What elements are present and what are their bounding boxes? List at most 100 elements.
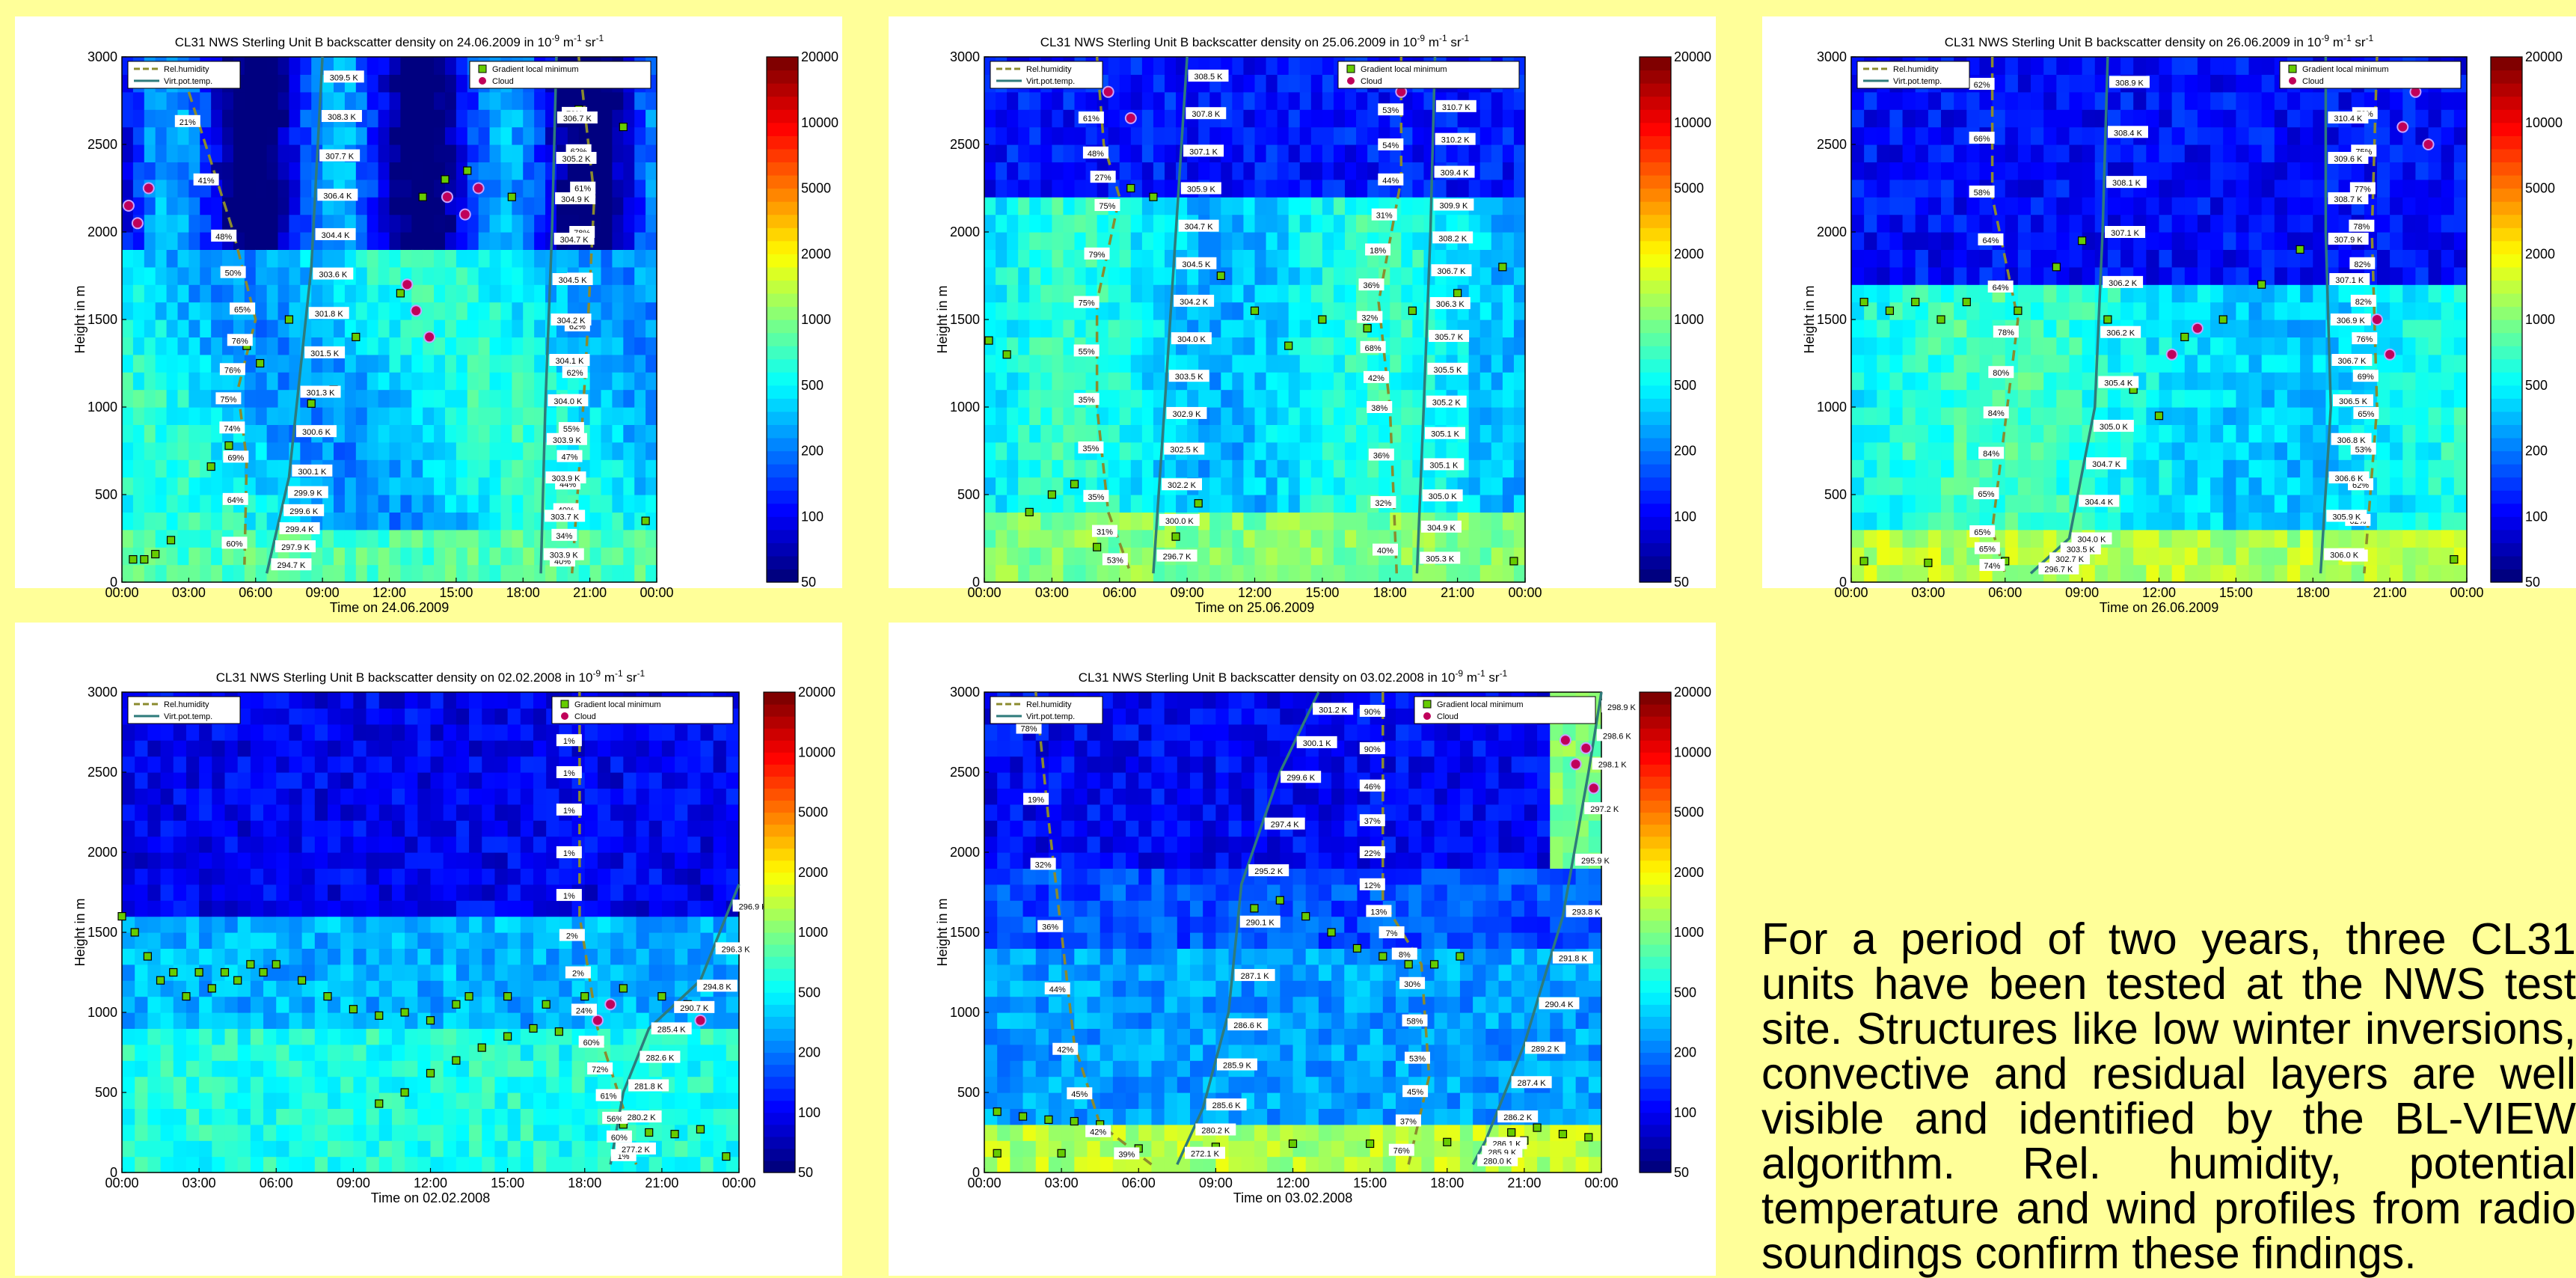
heatmap-cell bbox=[2069, 197, 2082, 215]
heatmap-cell bbox=[445, 284, 456, 302]
heatmap-cell bbox=[1266, 92, 1278, 110]
heatmap-cell bbox=[1412, 249, 1424, 267]
humidity-label: 62% bbox=[567, 369, 583, 378]
heatmap-cell bbox=[1108, 127, 1120, 145]
heatmap-cell bbox=[1903, 442, 1916, 460]
heatmap-cell bbox=[423, 249, 434, 267]
heatmap-cell bbox=[1503, 302, 1515, 320]
heatmap-cell bbox=[1480, 284, 1492, 302]
heatmap-cell bbox=[1469, 407, 1481, 425]
heatmap-cell bbox=[1278, 249, 1289, 267]
heatmap-cell bbox=[1029, 390, 1041, 408]
heatmap-cell bbox=[2043, 302, 2057, 320]
heatmap-cell bbox=[434, 477, 445, 495]
heatmap-cell bbox=[1232, 109, 1244, 127]
heatmap-cell bbox=[1928, 232, 1942, 250]
heatmap-cell bbox=[2056, 512, 2070, 530]
heatmap-cell bbox=[612, 565, 623, 583]
heatmap-cell bbox=[390, 530, 401, 548]
humidity-label: 58% bbox=[1974, 189, 1990, 198]
heatmap-cell bbox=[445, 565, 456, 583]
heatmap-cell bbox=[1379, 512, 1390, 530]
heatmap-cell bbox=[1311, 477, 1323, 495]
heatmap-cell bbox=[256, 390, 267, 408]
heatmap-cell bbox=[2082, 57, 2096, 75]
heatmap-cell bbox=[2236, 57, 2249, 75]
heatmap-cell bbox=[1300, 530, 1312, 548]
colorbar-segment bbox=[1640, 227, 1671, 241]
heatmap-cell bbox=[1300, 372, 1312, 390]
heatmap-cell bbox=[423, 424, 434, 442]
temperature-label: 302.5 K bbox=[1170, 446, 1199, 455]
gradient-minimum-marker bbox=[2258, 281, 2266, 288]
humidity-label: 61% bbox=[1083, 114, 1100, 123]
heatmap-cell bbox=[996, 215, 1008, 233]
heatmap-cell bbox=[278, 284, 289, 302]
colorbar-tick-label: 1000 bbox=[1674, 312, 1704, 327]
heatmap-cell bbox=[2172, 127, 2186, 145]
heatmap-cell bbox=[1198, 390, 1210, 408]
heatmap-cell bbox=[1954, 407, 1967, 425]
y-tick-label: 500 bbox=[95, 487, 117, 502]
heatmap-cell bbox=[2313, 180, 2326, 198]
heatmap-cell bbox=[1851, 144, 1865, 162]
heatmap-cell bbox=[2005, 92, 2019, 110]
heatmap-cell bbox=[133, 424, 144, 442]
heatmap-cell bbox=[2236, 180, 2249, 198]
heatmap-cell bbox=[2429, 92, 2442, 110]
heatmap-cell bbox=[1412, 144, 1424, 162]
heatmap-cell bbox=[2300, 565, 2313, 583]
heatmap-cell bbox=[500, 459, 512, 477]
heatmap-cell bbox=[2249, 459, 2263, 477]
heatmap-cell bbox=[2031, 477, 2044, 495]
heatmap-cell bbox=[1131, 162, 1143, 180]
heatmap-cell bbox=[1153, 267, 1165, 285]
heatmap-cell bbox=[2082, 162, 2096, 180]
heatmap-cell bbox=[1007, 390, 1019, 408]
heatmap-cell bbox=[2005, 57, 2019, 75]
heatmap-cell bbox=[345, 127, 356, 145]
heatmap-cell bbox=[1514, 162, 1526, 180]
heatmap-cell bbox=[2262, 57, 2275, 75]
heatmap-cell bbox=[1916, 390, 1929, 408]
heatmap-cell bbox=[2146, 477, 2159, 495]
heatmap-cell bbox=[1916, 565, 1929, 583]
heatmap-cell bbox=[612, 407, 623, 425]
heatmap-cell bbox=[267, 372, 278, 390]
heatmap-cell bbox=[356, 162, 367, 180]
heatmap-cell bbox=[1954, 109, 1967, 127]
heatmap-cell bbox=[1052, 284, 1064, 302]
heatmap-cell bbox=[2429, 232, 2442, 250]
heatmap-cell bbox=[996, 512, 1008, 530]
heatmap-cell bbox=[400, 547, 411, 565]
heatmap-cell bbox=[623, 530, 634, 548]
heatmap-cell bbox=[1491, 355, 1503, 373]
heatmap-cell bbox=[156, 372, 167, 390]
heatmap-cell bbox=[1514, 180, 1526, 198]
heatmap-cell bbox=[2133, 197, 2147, 215]
heatmap-cell bbox=[1903, 355, 1916, 373]
heatmap-cell bbox=[2313, 127, 2326, 145]
heatmap-cell bbox=[590, 512, 601, 530]
heatmap-cell bbox=[1232, 267, 1244, 285]
heatmap-cell bbox=[2287, 565, 2301, 583]
heatmap-cell bbox=[423, 530, 434, 548]
heatmap-cell bbox=[634, 180, 645, 198]
heatmap-cell bbox=[400, 512, 411, 530]
heatmap-cell bbox=[1187, 390, 1199, 408]
heatmap-cell bbox=[2402, 424, 2416, 442]
heatmap-cell bbox=[1311, 127, 1323, 145]
gradient-minimum-marker bbox=[2181, 333, 2189, 340]
heatmap-cell bbox=[245, 355, 256, 373]
legend-gradient-swatch bbox=[1347, 65, 1355, 73]
heatmap-cell bbox=[467, 477, 479, 495]
heatmap-cell bbox=[1187, 267, 1199, 285]
heatmap-cell bbox=[1187, 459, 1199, 477]
x-tick-label: 06:00 bbox=[239, 585, 272, 600]
heatmap-cell bbox=[2390, 442, 2403, 460]
heatmap-cell bbox=[1300, 407, 1312, 425]
heatmap-cell bbox=[367, 302, 378, 320]
heatmap-cell bbox=[1131, 320, 1143, 337]
heatmap-cell bbox=[423, 390, 434, 408]
colorbar-segment bbox=[767, 530, 798, 543]
